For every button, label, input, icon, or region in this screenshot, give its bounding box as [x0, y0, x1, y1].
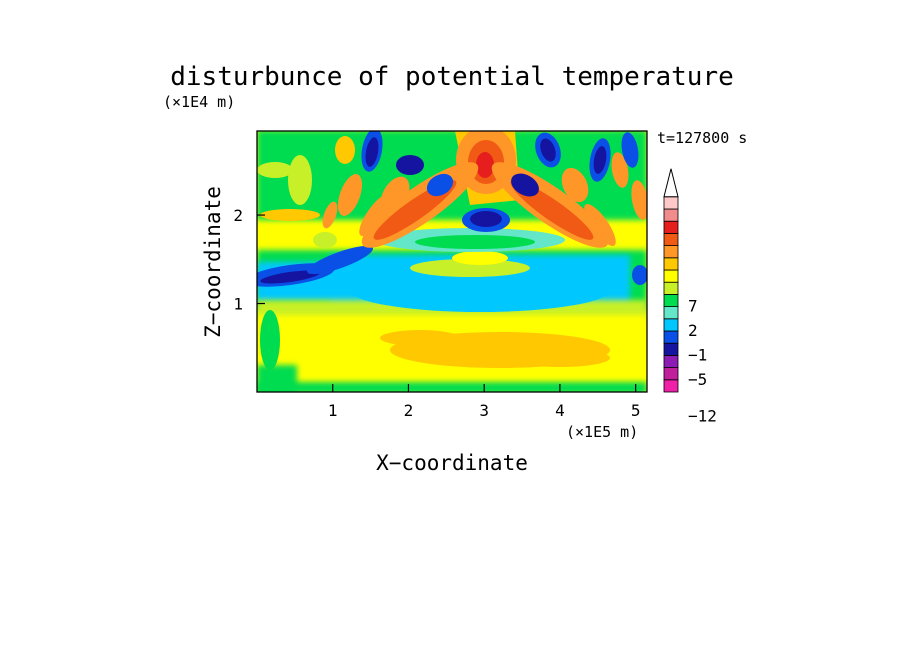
contour-cell: [476, 152, 494, 178]
contour-cell: [584, 204, 616, 246]
contour-cell: [306, 245, 374, 275]
colorbar-label: −12: [688, 406, 717, 425]
colorbar-label: 2: [688, 321, 698, 340]
contour-field: [257, 131, 647, 392]
contour-cell: [288, 155, 312, 205]
contour-band: [257, 382, 647, 392]
colorbar-segment: [663, 367, 679, 381]
contour-cell: [365, 137, 379, 167]
contour-band: [257, 365, 297, 392]
contour-cell: [260, 310, 280, 370]
contour-cell: [380, 176, 410, 214]
colorbar-segment: [663, 306, 679, 320]
contour-cell: [511, 173, 539, 197]
contour-cell: [561, 167, 589, 203]
y-tick-label: 2: [233, 206, 243, 225]
colorbar-label: −1: [688, 345, 707, 364]
contour-cell: [470, 211, 502, 227]
contour-cell: [452, 251, 508, 265]
colorbar-overflow-arrow: [663, 168, 679, 198]
contour-cell: [611, 152, 629, 188]
contour-cell: [396, 155, 424, 175]
contour-cell: [313, 232, 337, 248]
contour-cell: [335, 136, 355, 164]
colorbar-segment: [663, 379, 679, 393]
contour-cell: [415, 235, 535, 249]
contour-cell: [631, 180, 647, 220]
contour-cell: [380, 330, 460, 346]
y-scale-label: (×1E4 m): [163, 93, 235, 111]
contour-cell: [510, 349, 610, 367]
colorbar-segment: [663, 220, 679, 234]
y-tick-label: 1: [233, 295, 243, 314]
colorbar-segment: [663, 354, 679, 368]
x-axis-ticks: 1 2 3 4 5: [328, 384, 641, 420]
colorbar-segment: [663, 293, 679, 307]
colorbar-segment: [663, 232, 679, 246]
colorbar-segment: [663, 208, 679, 222]
colorbar-segment: [663, 196, 679, 210]
contour-cell: [322, 201, 338, 229]
x-tick-label: 2: [404, 401, 414, 420]
contour-cell: [257, 162, 293, 178]
colorbar-segment: [663, 318, 679, 332]
colorbar-segment: [663, 281, 679, 295]
y-axis-ticks: 12: [233, 206, 265, 314]
colorbar-segment: [663, 330, 679, 344]
x-tick-label: 5: [631, 401, 641, 420]
chart-title: disturbunce of potential temperature: [170, 62, 734, 92]
x-tick-label: 3: [479, 401, 489, 420]
x-tick-label: 4: [555, 401, 565, 420]
contour-cell: [540, 138, 556, 162]
contour-cell: [337, 174, 363, 216]
x-scale-label: (×1E5 m): [566, 423, 638, 441]
colorbar-label: 7: [688, 297, 698, 316]
colorbar-segment: [663, 257, 679, 271]
contour-cell: [632, 265, 647, 285]
colorbar-segment: [663, 342, 679, 356]
contour-cell: [621, 132, 639, 168]
colorbar: 7 2 −1 −5 −12: [663, 168, 717, 425]
x-axis-label: X−coordinate: [376, 451, 528, 475]
contour-cell: [410, 259, 530, 277]
contour-cell: [260, 270, 320, 284]
colorbar-label: −5: [688, 370, 707, 389]
contour-cell: [260, 209, 320, 221]
colorbar-segment: [663, 245, 679, 259]
colorbar-segment: [663, 269, 679, 283]
y-axis-label: Z−coordinate: [201, 186, 225, 338]
x-tick-label: 1: [328, 401, 338, 420]
contour-cell: [593, 146, 607, 174]
contour-cell: [426, 173, 454, 197]
plot-frame: [256, 130, 648, 393]
contour-cell: [350, 268, 610, 312]
time-label: t=127800 s: [657, 129, 747, 147]
